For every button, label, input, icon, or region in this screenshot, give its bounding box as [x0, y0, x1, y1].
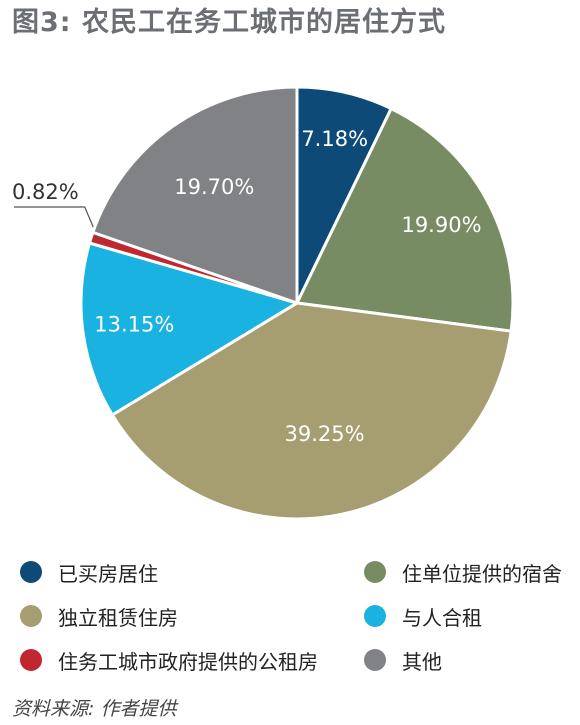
slice-label: 0.82%: [12, 180, 79, 204]
legend-label: 已买房居住: [58, 561, 158, 586]
pie-slice: [110, 301, 513, 521]
legend-item-public-rental: 住务工城市政府提供的公租房: [20, 645, 318, 675]
chart-title: 图3: 农民工在务工城市的居住方式: [12, 7, 446, 38]
legend-item-other: 其他: [364, 645, 442, 675]
pie-slice: [295, 107, 515, 333]
legend-swatch: [20, 561, 42, 583]
legend-label: 独立租赁住房: [58, 605, 178, 630]
source-note: 资料来源: 作者提供: [12, 698, 177, 720]
legend-swatch: [20, 605, 42, 627]
legend-swatch: [364, 605, 386, 627]
slice-label: 19.70%: [174, 175, 254, 199]
legend-label: 住务工城市政府提供的公租房: [58, 649, 318, 674]
legend-item-independent-rental: 独立租赁住房: [20, 601, 178, 631]
legend-label: 其他: [402, 649, 442, 674]
legend-swatch: [20, 649, 42, 671]
legend-label: 住单位提供的宿舍: [402, 561, 562, 586]
pie-slice: [79, 241, 299, 417]
slice-label: 19.90%: [401, 213, 481, 237]
leader-line: [14, 206, 100, 241]
pie-slice: [91, 85, 299, 305]
slice-label: 39.25%: [284, 422, 364, 446]
slice-label: 13.15%: [94, 313, 174, 337]
legend-swatch: [364, 561, 386, 583]
slice-label: 7.18%: [301, 127, 368, 151]
legend-item-bought-house: 已买房居住: [20, 557, 158, 587]
legend-swatch: [364, 649, 386, 671]
legend-label: 与人合租: [402, 605, 482, 630]
legend-item-shared-rental: 与人合租: [364, 601, 482, 631]
legend-item-employer-dormitory: 住单位提供的宿舍: [364, 557, 562, 587]
